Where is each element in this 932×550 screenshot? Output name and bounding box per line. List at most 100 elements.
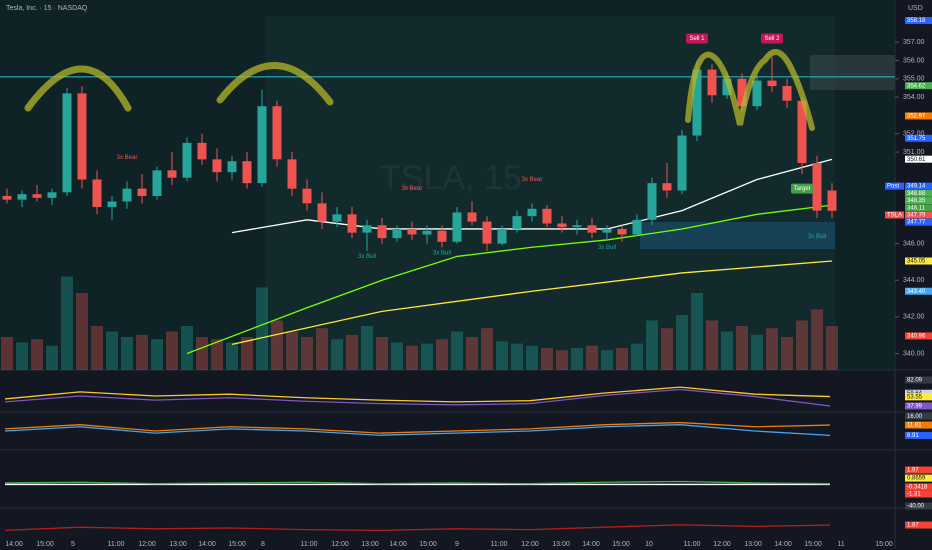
pane-label-box <box>905 502 932 510</box>
volume-bar <box>151 339 163 370</box>
x-tick-label: 15:00 <box>419 541 437 548</box>
candle-body <box>512 216 522 229</box>
candle-body <box>632 219 642 235</box>
pane-label-box <box>905 389 932 397</box>
candle-body <box>422 230 432 235</box>
pane-label-box <box>905 466 932 474</box>
annotation: 3x Bull <box>433 250 451 256</box>
pane-label-box <box>905 412 932 420</box>
candle-body <box>737 78 747 107</box>
volume-bar <box>226 342 238 370</box>
y-tick-label: 356.00 <box>903 57 925 64</box>
x-tick-label: 12:00 <box>713 541 731 548</box>
volume-bar <box>766 328 778 370</box>
pane-label-box <box>905 376 932 384</box>
x-tick-label: 12:00 <box>138 541 156 548</box>
candle-body <box>452 212 462 242</box>
supply-zone <box>810 55 895 90</box>
price-label-box <box>905 82 932 90</box>
x-tick-label: 11:00 <box>301 541 318 548</box>
price-pane <box>0 0 895 370</box>
candle-body <box>17 194 27 200</box>
indicator-line <box>4 388 831 407</box>
x-tick-label: 13:00 <box>361 541 379 548</box>
pane-label-box <box>905 431 932 439</box>
pane-label-box <box>905 483 932 491</box>
candle-body <box>407 228 417 235</box>
indicator-line <box>4 480 831 485</box>
annotation: 3x Bull <box>358 254 376 260</box>
volume-bar <box>181 326 193 370</box>
candle-body <box>317 203 327 222</box>
annotation-box <box>686 33 708 44</box>
x-tick-label: 14:00 <box>389 541 407 548</box>
volume-bar <box>61 276 73 370</box>
price-tag-box <box>885 211 904 219</box>
candle-body <box>2 195 12 200</box>
volume-bar <box>496 341 508 370</box>
candle-body <box>122 188 132 202</box>
y-tick-label: 351.00 <box>903 149 925 156</box>
x-tick-label: 14:00 <box>5 541 23 548</box>
volume-bar <box>436 339 448 370</box>
volume-bar <box>661 328 673 370</box>
candle-body <box>242 161 252 184</box>
volume-bar <box>346 334 358 370</box>
candle-body <box>272 106 282 160</box>
volume-bar <box>406 345 418 370</box>
candle-body <box>32 194 42 198</box>
x-tick-label: 13:00 <box>552 541 570 548</box>
volume-bar <box>586 345 598 370</box>
candle-body <box>227 161 237 173</box>
candle-body <box>437 230 447 242</box>
y-tick-label: 355.00 <box>903 76 925 83</box>
x-tick-label: 11:00 <box>491 541 508 548</box>
pane-label: 82.09 <box>907 378 923 384</box>
candle-body <box>287 159 297 189</box>
candle-body <box>497 228 507 244</box>
candle-body <box>362 225 372 233</box>
volume-bar <box>256 287 268 370</box>
x-tick-label: 13:00 <box>169 541 187 548</box>
annotation: Target <box>794 186 811 192</box>
x-tick-label: 14:00 <box>198 541 216 548</box>
demand-zone <box>640 222 835 249</box>
volume-bar <box>526 345 538 370</box>
price-label-box <box>905 134 932 142</box>
candle-body <box>62 93 72 193</box>
candle-body <box>302 188 312 204</box>
volume-bar <box>511 343 523 370</box>
candle-body <box>107 201 117 207</box>
indicator-line <box>231 158 833 234</box>
annotation-box <box>791 183 813 194</box>
candle-body <box>77 93 87 180</box>
price-label: 348.11 <box>907 205 926 211</box>
candle-body <box>692 69 702 136</box>
pattern-arc <box>685 49 815 131</box>
candle-body <box>137 188 147 196</box>
y-tick-label: 342.00 <box>903 314 925 321</box>
volume-bar <box>391 342 403 370</box>
volume-bar <box>286 331 298 370</box>
volume-bar <box>376 337 388 370</box>
annotation-box <box>761 33 783 44</box>
x-tick-label: 15:00 <box>875 541 893 548</box>
plot: 357.00 356.00 355.00 354.00 352.00 351.00 346.… <box>0 17 932 548</box>
volume-bar <box>196 337 208 370</box>
candle-body <box>257 106 267 184</box>
candle-body <box>617 228 627 235</box>
candle-body <box>767 80 777 87</box>
x-tick-label: 15:00 <box>612 541 630 548</box>
candle-body <box>482 221 492 244</box>
volume-bar <box>676 315 688 370</box>
candle-body <box>602 228 612 233</box>
volume-bar <box>301 337 313 370</box>
x-tick-label: 13:00 <box>744 541 762 548</box>
volume-bar <box>1 337 13 370</box>
price-label-box <box>905 257 932 265</box>
volume-bar <box>166 331 178 370</box>
price-label-box <box>905 211 932 219</box>
x-tick-label: 10 <box>645 541 653 548</box>
pane-label: -40.00 <box>907 504 925 510</box>
